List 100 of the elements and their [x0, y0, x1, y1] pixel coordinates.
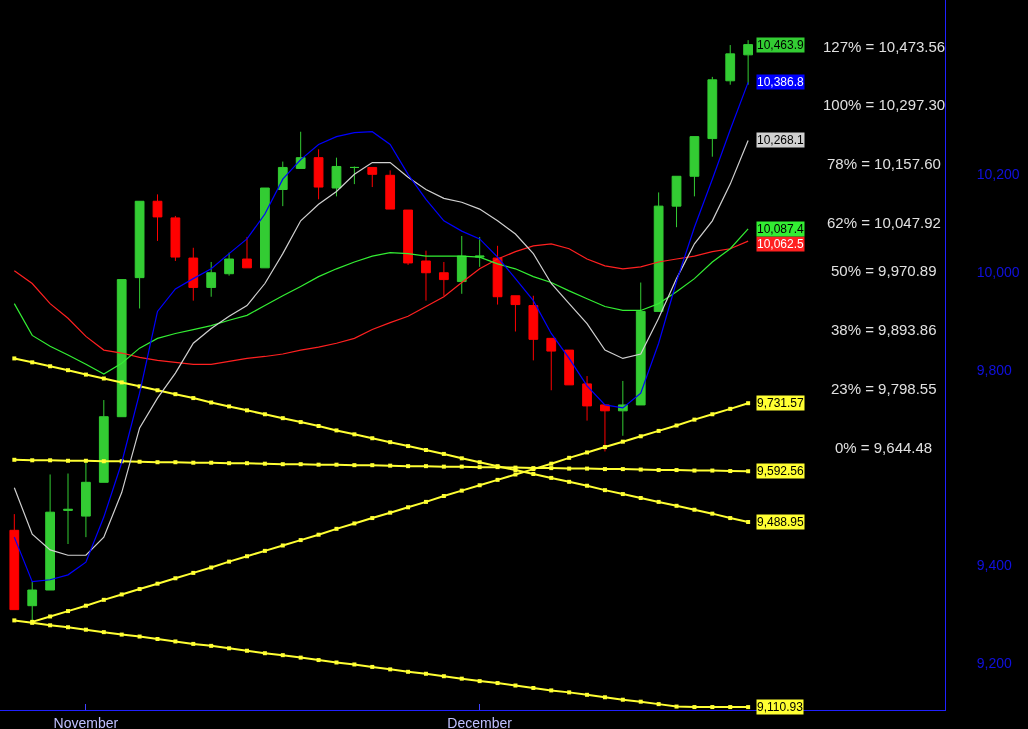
- text: 10,463.9: [757, 38, 804, 52]
- point: [137, 634, 142, 639]
- candlestick: [385, 169, 396, 210]
- point: [83, 458, 88, 463]
- point: [334, 428, 339, 433]
- point: [48, 458, 53, 463]
- point: [370, 664, 375, 669]
- candlestick: [134, 200, 145, 309]
- candlestick: [152, 193, 163, 242]
- point: [209, 400, 214, 405]
- y-tick-label: 9,400: [976, 557, 1013, 574]
- point: [746, 705, 751, 710]
- point: [388, 667, 393, 672]
- point: [441, 674, 446, 679]
- point: [244, 461, 249, 466]
- point: [746, 401, 751, 406]
- data-label: 9,731.57: [757, 396, 805, 410]
- point: [244, 648, 249, 653]
- point: [477, 460, 482, 465]
- point: [244, 554, 249, 559]
- text: 0% = 9,644.48: [835, 439, 933, 456]
- point: [656, 428, 661, 433]
- point: [227, 461, 232, 466]
- point: [674, 704, 679, 709]
- point: [191, 641, 196, 646]
- point: [423, 499, 428, 504]
- point: [334, 462, 339, 467]
- candlestick: [725, 44, 736, 86]
- point: [638, 434, 643, 439]
- text: 127% = 10,473.56: [823, 38, 946, 55]
- point: [66, 368, 71, 373]
- data-label: 9,110.93: [757, 700, 804, 714]
- y-tick-label: 9,200: [976, 655, 1013, 672]
- point: [531, 471, 536, 476]
- point: [12, 618, 17, 623]
- point: [388, 463, 393, 468]
- point: [155, 388, 160, 393]
- point: [155, 581, 160, 586]
- candlestick: [331, 157, 342, 197]
- point: [30, 360, 35, 365]
- point: [728, 705, 733, 710]
- y-tick-label: 10,000: [976, 263, 1020, 280]
- point: [567, 466, 572, 471]
- point: [441, 464, 446, 469]
- point: [316, 424, 321, 428]
- point: [48, 614, 53, 619]
- point: [173, 639, 178, 644]
- line-series: [13, 81, 749, 583]
- point: [746, 520, 751, 524]
- point: [602, 467, 607, 472]
- point: [83, 627, 88, 632]
- point: [495, 477, 500, 482]
- point: [567, 479, 572, 484]
- candlestick: [492, 245, 503, 306]
- data-label: 10,087.4: [757, 222, 805, 236]
- point: [620, 492, 625, 497]
- point: [280, 462, 285, 467]
- point: [30, 458, 35, 463]
- line-series: [13, 139, 749, 556]
- candlestick: [564, 349, 575, 386]
- point: [567, 690, 572, 695]
- point: [710, 412, 715, 417]
- point: [12, 457, 17, 462]
- point: [119, 380, 124, 385]
- point: [334, 660, 339, 665]
- candlestick: [367, 166, 378, 188]
- point: [316, 462, 321, 467]
- candlestick: [456, 235, 467, 295]
- point: [656, 499, 661, 504]
- text: 62% = 10,047.92: [827, 214, 941, 231]
- point: [459, 676, 464, 681]
- point: [191, 396, 196, 401]
- point: [298, 420, 303, 425]
- point: [638, 699, 643, 704]
- point: [549, 466, 554, 471]
- candlestick: [260, 187, 270, 269]
- point: [298, 462, 303, 467]
- point: [602, 445, 607, 450]
- point: [137, 459, 142, 464]
- point: [710, 468, 715, 473]
- point: [101, 597, 106, 602]
- data-label: 9,592.56: [757, 464, 805, 478]
- point: [209, 643, 214, 648]
- point: [66, 625, 71, 630]
- candlestick: [617, 380, 628, 437]
- point: [549, 475, 554, 480]
- point: [83, 372, 88, 377]
- point: [334, 526, 339, 531]
- candlestick: [743, 39, 754, 86]
- point: [656, 702, 661, 707]
- candlestick: [582, 375, 592, 422]
- point: [352, 432, 357, 437]
- candlestick: [188, 247, 199, 302]
- point: [459, 456, 464, 461]
- point: [316, 532, 321, 537]
- candlestick: [438, 261, 449, 297]
- candlestick: [635, 282, 646, 406]
- point: [531, 685, 536, 690]
- point: [119, 632, 124, 637]
- candlestick: [242, 236, 252, 269]
